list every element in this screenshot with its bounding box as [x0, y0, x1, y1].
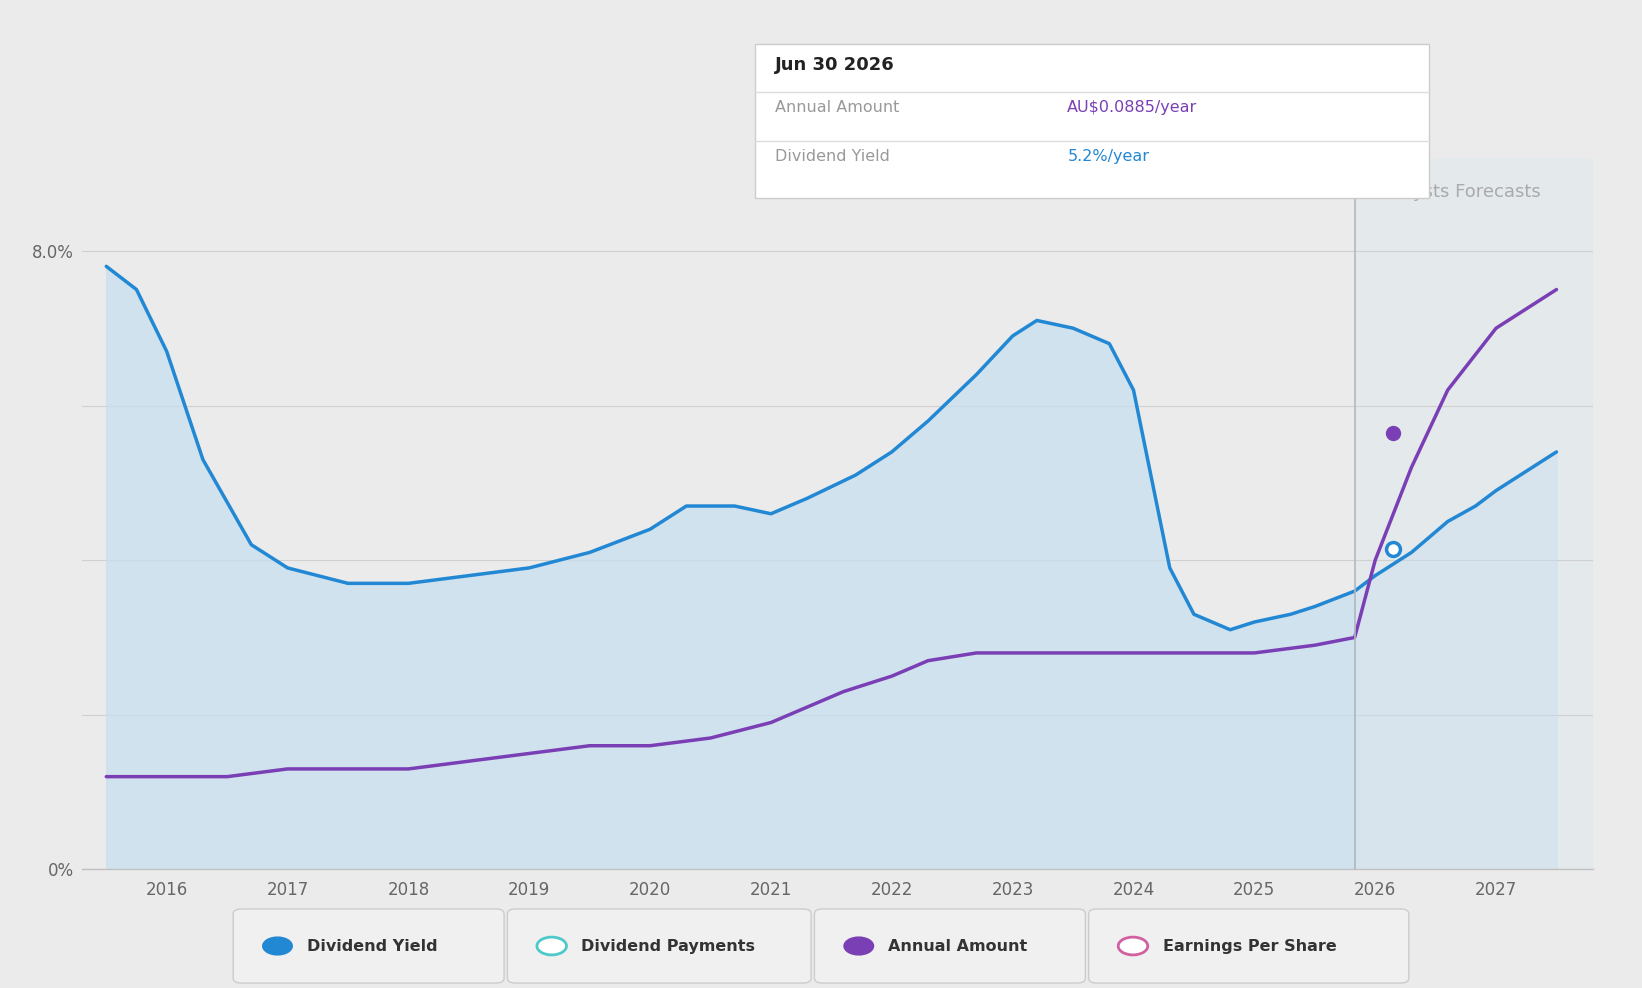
Text: Analysts Forecasts: Analysts Forecasts — [1373, 183, 1540, 201]
Bar — [1355, 158, 1593, 869]
Text: Earnings Per Share: Earnings Per Share — [1163, 939, 1337, 953]
Text: Dividend Payments: Dividend Payments — [581, 939, 755, 953]
Text: Dividend Yield: Dividend Yield — [307, 939, 438, 953]
Text: Dividend Yield: Dividend Yield — [775, 149, 890, 164]
Text: AU$0.0885/year: AU$0.0885/year — [1067, 100, 1197, 115]
Text: Jun 30 2026: Jun 30 2026 — [775, 56, 895, 74]
Text: Annual Amount: Annual Amount — [888, 939, 1028, 953]
Text: Past: Past — [1299, 183, 1337, 201]
Text: 5.2%/year: 5.2%/year — [1067, 149, 1149, 164]
Text: Annual Amount: Annual Amount — [775, 100, 900, 115]
